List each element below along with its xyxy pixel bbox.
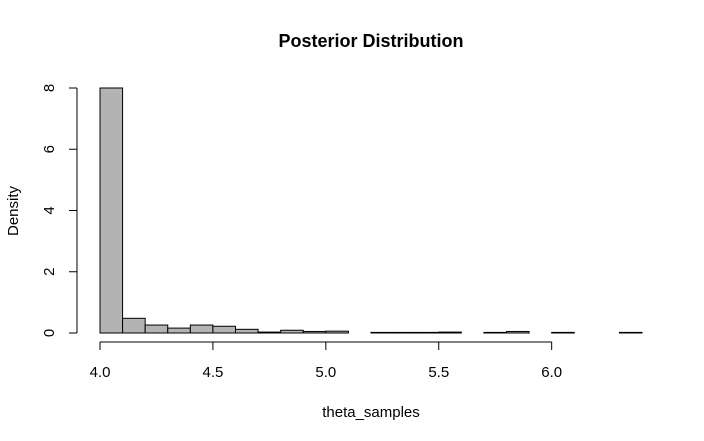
x-axis: 4.0 4.5 5.0 5.5 6.0 bbox=[90, 341, 562, 381]
histogram-bar bbox=[325, 330, 349, 334]
histogram-bar bbox=[415, 331, 440, 334]
histogram-bar bbox=[551, 331, 575, 334]
histogram-bar bbox=[144, 324, 169, 334]
histogram-bar bbox=[167, 327, 191, 334]
y-tick-label: 4 bbox=[41, 206, 58, 214]
histogram-bar bbox=[189, 324, 214, 334]
bars-group bbox=[99, 87, 643, 334]
x-tick-label: 4.0 bbox=[90, 364, 111, 381]
histogram-bar bbox=[122, 317, 146, 334]
x-tick-label: 5.5 bbox=[428, 364, 449, 381]
histogram-bar bbox=[235, 328, 259, 334]
y-axis: 0 2 4 6 8 bbox=[41, 84, 78, 337]
histogram-bar bbox=[370, 331, 395, 334]
histogram-bar bbox=[618, 331, 643, 334]
histogram-bar bbox=[280, 329, 304, 334]
x-tick-label: 6.0 bbox=[541, 364, 562, 381]
x-tick-label: 5.0 bbox=[315, 364, 336, 381]
chart-title: Posterior Distribution bbox=[278, 31, 463, 51]
histogram-bar bbox=[438, 331, 462, 334]
y-tick-label: 6 bbox=[41, 145, 58, 153]
histogram-bar bbox=[506, 330, 530, 334]
x-tick-label: 4.5 bbox=[202, 364, 223, 381]
y-tick-label: 2 bbox=[41, 268, 58, 276]
histogram-bar bbox=[483, 331, 507, 334]
y-axis-label: Density bbox=[5, 185, 22, 236]
x-axis-label: theta_samples bbox=[322, 404, 420, 421]
histogram-bar bbox=[257, 331, 282, 334]
histogram-bar bbox=[302, 330, 327, 334]
y-tick-label: 8 bbox=[41, 84, 58, 92]
histogram-bar bbox=[99, 87, 124, 334]
histogram-bar bbox=[212, 325, 237, 334]
y-tick-label: 0 bbox=[41, 329, 58, 337]
histogram-bar bbox=[393, 331, 417, 334]
